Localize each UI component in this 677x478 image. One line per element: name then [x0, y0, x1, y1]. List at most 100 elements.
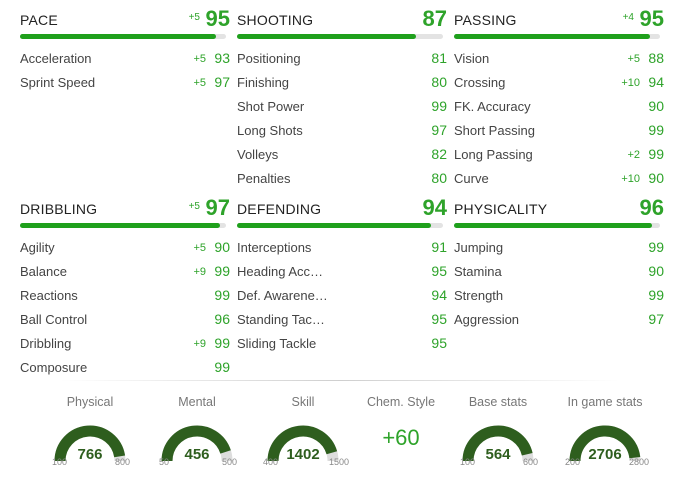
attribute-label: Long Shots: [237, 123, 303, 138]
skill-gauge-min: 400: [263, 457, 279, 467]
attribute-bonus: +2: [627, 149, 640, 161]
attribute-label: Agility: [20, 240, 55, 255]
mental-gauge-label: Mental: [178, 395, 216, 409]
category-rating-bar: [454, 223, 660, 228]
category-rating: 95: [639, 6, 664, 31]
physical-gauge-max: 800: [114, 457, 130, 467]
attribute-label: Sprint Speed: [20, 75, 96, 90]
category-rating-bar: [237, 223, 443, 228]
attribute-label: Short Passing: [454, 123, 535, 138]
category-rating-bar: [20, 223, 226, 228]
attribute-value: 95: [431, 335, 447, 351]
category-bonus: +5: [188, 201, 200, 212]
mental-gauge: Mental 456 50 500: [147, 395, 247, 467]
attribute-label: Interceptions: [237, 240, 312, 255]
attribute-row: Sliding Tackle 95: [237, 332, 447, 356]
attribute-label: Strength: [454, 288, 504, 303]
mental-gauge-max: 500: [221, 457, 237, 467]
category-rating-bar-fill: [20, 34, 216, 39]
in-game-stats-gauge-label: In game stats: [567, 395, 643, 409]
attribute-label: Jumping: [454, 240, 504, 255]
attribute-row: Long Passing +2 99: [454, 143, 664, 167]
category-physicality: PHYSICALITY 96 Jumping 99 Stamina 90 Strength 9…: [454, 195, 664, 332]
attribute-row: FK. Accuracy 90: [454, 95, 664, 119]
summary-stats: Physical 766 100 800 Mental 456 50 500 S…: [0, 395, 677, 475]
chem-style-value: +60: [382, 425, 420, 450]
skill-gauge-label: Skill: [291, 395, 315, 409]
physical-gauge: Physical 766 100 800: [40, 395, 140, 467]
category-bonus: +5: [188, 12, 200, 23]
category-rating: 96: [639, 195, 664, 220]
category-rating: 94: [422, 195, 447, 220]
physical-gauge-min: 100: [52, 457, 68, 467]
base-stats-gauge-max: 600: [522, 457, 538, 467]
attribute-bonus: +10: [621, 173, 640, 185]
physical-gauge-label: Physical: [66, 395, 114, 409]
attribute-value: 95: [431, 311, 447, 327]
attribute-bonus: +5: [193, 77, 206, 89]
skill-gauge: Skill 1402 400 1500: [253, 395, 353, 467]
attribute-row: Balance +9 99: [20, 260, 230, 284]
category-name: PASSING: [454, 12, 517, 28]
attribute-list: Agility +5 90 Balance +9 99 Reactions 99 Ball Co…: [20, 236, 230, 380]
attribute-value: 99: [214, 287, 230, 303]
attribute-list: Acceleration +5 93 Sprint Speed +5 97: [20, 47, 230, 95]
category-name: DEFENDING: [237, 201, 322, 217]
attribute-label: FK. Accuracy: [454, 99, 531, 114]
attribute-value: 90: [214, 239, 230, 255]
attribute-row: Ball Control 96: [20, 308, 230, 332]
attribute-label: Standing Tac…: [237, 312, 325, 327]
category-rating: 97: [205, 195, 230, 220]
category-defending: DEFENDING 94 Interceptions 91 Heading Acc… 95…: [237, 195, 447, 356]
mental-gauge-arc: 456: [161, 425, 233, 463]
attribute-row: Crossing +10 94: [454, 71, 664, 95]
attribute-label: Composure: [20, 360, 88, 375]
category-name: SHOOTING: [237, 12, 314, 28]
attribute-value: 97: [648, 311, 664, 327]
category-header: DRIBBLING +5 97: [20, 195, 230, 221]
base-stats-gauge-value: 564: [485, 446, 511, 463]
attribute-row: Jumping 99: [454, 236, 664, 260]
attribute-row: Sprint Speed +5 97: [20, 71, 230, 95]
category-dribbling: DRIBBLING +5 97 Agility +5 90 Balance +9 99 React…: [20, 195, 230, 380]
attribute-row: Strength 99: [454, 284, 664, 308]
attribute-row: Interceptions 91: [237, 236, 447, 260]
section-divider: [60, 380, 620, 381]
attribute-list: Interceptions 91 Heading Acc… 95 Def. Awaren…: [237, 236, 447, 356]
chem-style-stat: Chem. Style +60: [351, 395, 451, 451]
attribute-value: 95: [431, 263, 447, 279]
attribute-list: Vision +5 88 Crossing +10 94 FK. Accuracy 90 Sho…: [454, 47, 664, 191]
attribute-value: 99: [648, 122, 664, 138]
attribute-label: Balance: [20, 264, 67, 279]
in-game-stats-gauge-min: 200: [565, 457, 581, 467]
attribute-label: Volleys: [237, 147, 279, 162]
attribute-label: Shot Power: [237, 99, 305, 114]
physical-gauge-arc: 766: [54, 425, 126, 463]
attribute-value: 99: [648, 239, 664, 255]
attribute-row: Positioning 81: [237, 47, 447, 71]
attribute-row: Short Passing 99: [454, 119, 664, 143]
attribute-row: Standing Tac… 95: [237, 308, 447, 332]
attribute-row: Vision +5 88: [454, 47, 664, 71]
category-header: PACE +5 95: [20, 6, 230, 32]
attribute-row: Def. Awarene… 94: [237, 284, 447, 308]
skill-gauge-arc: 1402: [267, 425, 339, 463]
attribute-list: Positioning 81 Finishing 80 Shot Power 99 Long…: [237, 47, 447, 191]
attribute-label: Acceleration: [20, 51, 92, 66]
category-shooting: SHOOTING 87 Positioning 81 Finishing 80 Shot P…: [237, 6, 447, 191]
attribute-label: Vision: [454, 51, 490, 66]
base-stats-gauge: Base stats 564 100 600: [448, 395, 548, 467]
category-header: PASSING +4 95: [454, 6, 664, 32]
in-game-stats-gauge-max: 2800: [628, 457, 649, 467]
attribute-label: Curve: [454, 171, 489, 186]
category-header: SHOOTING 87: [237, 6, 447, 32]
category-bonus: +4: [622, 12, 634, 23]
category-rating-bar: [454, 34, 660, 39]
attribute-row: Long Shots 97: [237, 119, 447, 143]
base-stats-gauge-arc: 564: [462, 425, 534, 463]
category-rating-bar-fill: [454, 223, 652, 228]
category-rating-bar: [20, 34, 226, 39]
attribute-bonus: +5: [193, 242, 206, 254]
attribute-row: Curve +10 90: [454, 167, 664, 191]
category-rating-bar-fill: [20, 223, 220, 228]
